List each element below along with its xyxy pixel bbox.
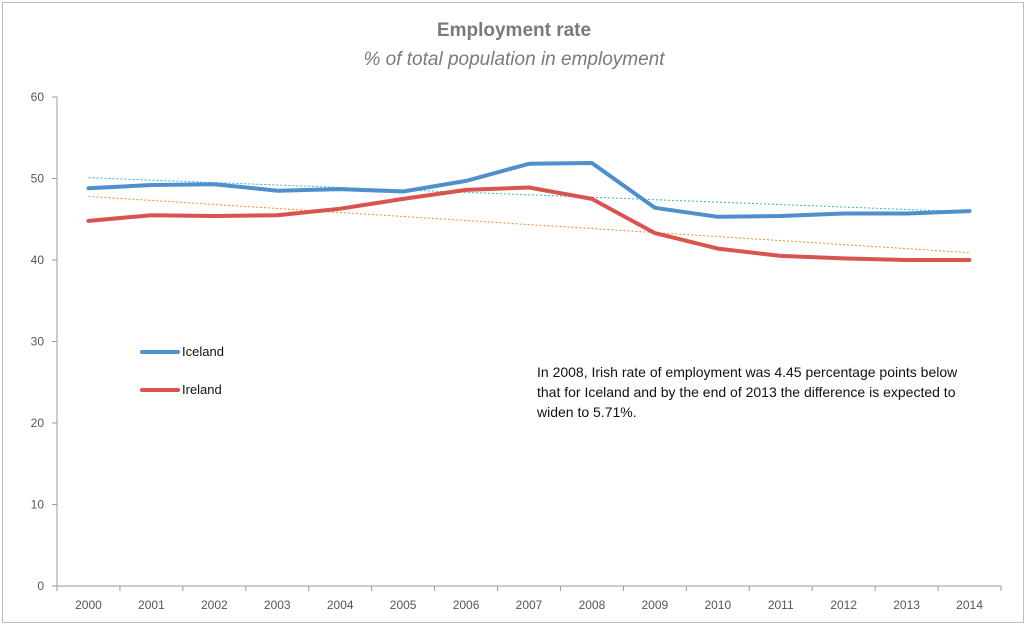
x-tick-label: 2014 <box>956 598 983 612</box>
x-tick-label: 2005 <box>390 598 417 612</box>
legend-swatch-ireland <box>140 387 180 392</box>
trendline-ireland <box>88 195 970 254</box>
chart-subtitle: % of total population in employment <box>363 49 665 70</box>
y-tick-label: 0 <box>37 579 44 593</box>
legend-swatch-iceland <box>140 349 180 354</box>
x-tick-label: 2009 <box>642 598 669 612</box>
y-tick-label: 30 <box>31 335 45 349</box>
y-tick-label: 50 <box>31 172 45 186</box>
x-tick-label: 2012 <box>830 598 857 612</box>
y-tick-label: 10 <box>31 498 45 512</box>
legend-item-iceland: Iceland <box>140 344 224 359</box>
x-tick-label: 2006 <box>453 598 480 612</box>
series-line-iceland <box>86 161 972 219</box>
x-tick-label: 2001 <box>138 598 165 612</box>
y-tick-label: 20 <box>31 416 45 430</box>
x-tick-label: 2003 <box>264 598 291 612</box>
x-tick-label: 2004 <box>327 598 354 612</box>
x-tick-label: 2007 <box>516 598 543 612</box>
legend-label-ireland: Ireland <box>182 382 222 397</box>
series-lines <box>86 161 972 262</box>
chart-annotation: In 2008, Irish rate of employment was 4.… <box>537 364 958 420</box>
y-tick-label: 60 <box>31 90 45 104</box>
series-line-ireland <box>86 185 972 262</box>
trendline-iceland <box>88 177 970 213</box>
tick-labels: 0 10 20 30 40 50 60 2000 2001 2002 2003 2004 2005 200… <box>31 90 984 612</box>
legend-label-iceland: Iceland <box>182 344 224 359</box>
x-tick-label: 2000 <box>75 598 102 612</box>
axes <box>52 96 1002 591</box>
x-tick-label: 2010 <box>704 598 731 612</box>
x-tick-label: 2008 <box>579 598 606 612</box>
x-tick-label: 2013 <box>893 598 920 612</box>
y-tick-label: 40 <box>31 253 45 267</box>
legend-item-ireland: Ireland <box>140 382 222 397</box>
chart-title: Employment rate <box>436 20 592 41</box>
x-tick-label: 2002 <box>201 598 228 612</box>
x-tick-label: 2011 <box>768 598 794 612</box>
trendlines <box>88 177 970 254</box>
